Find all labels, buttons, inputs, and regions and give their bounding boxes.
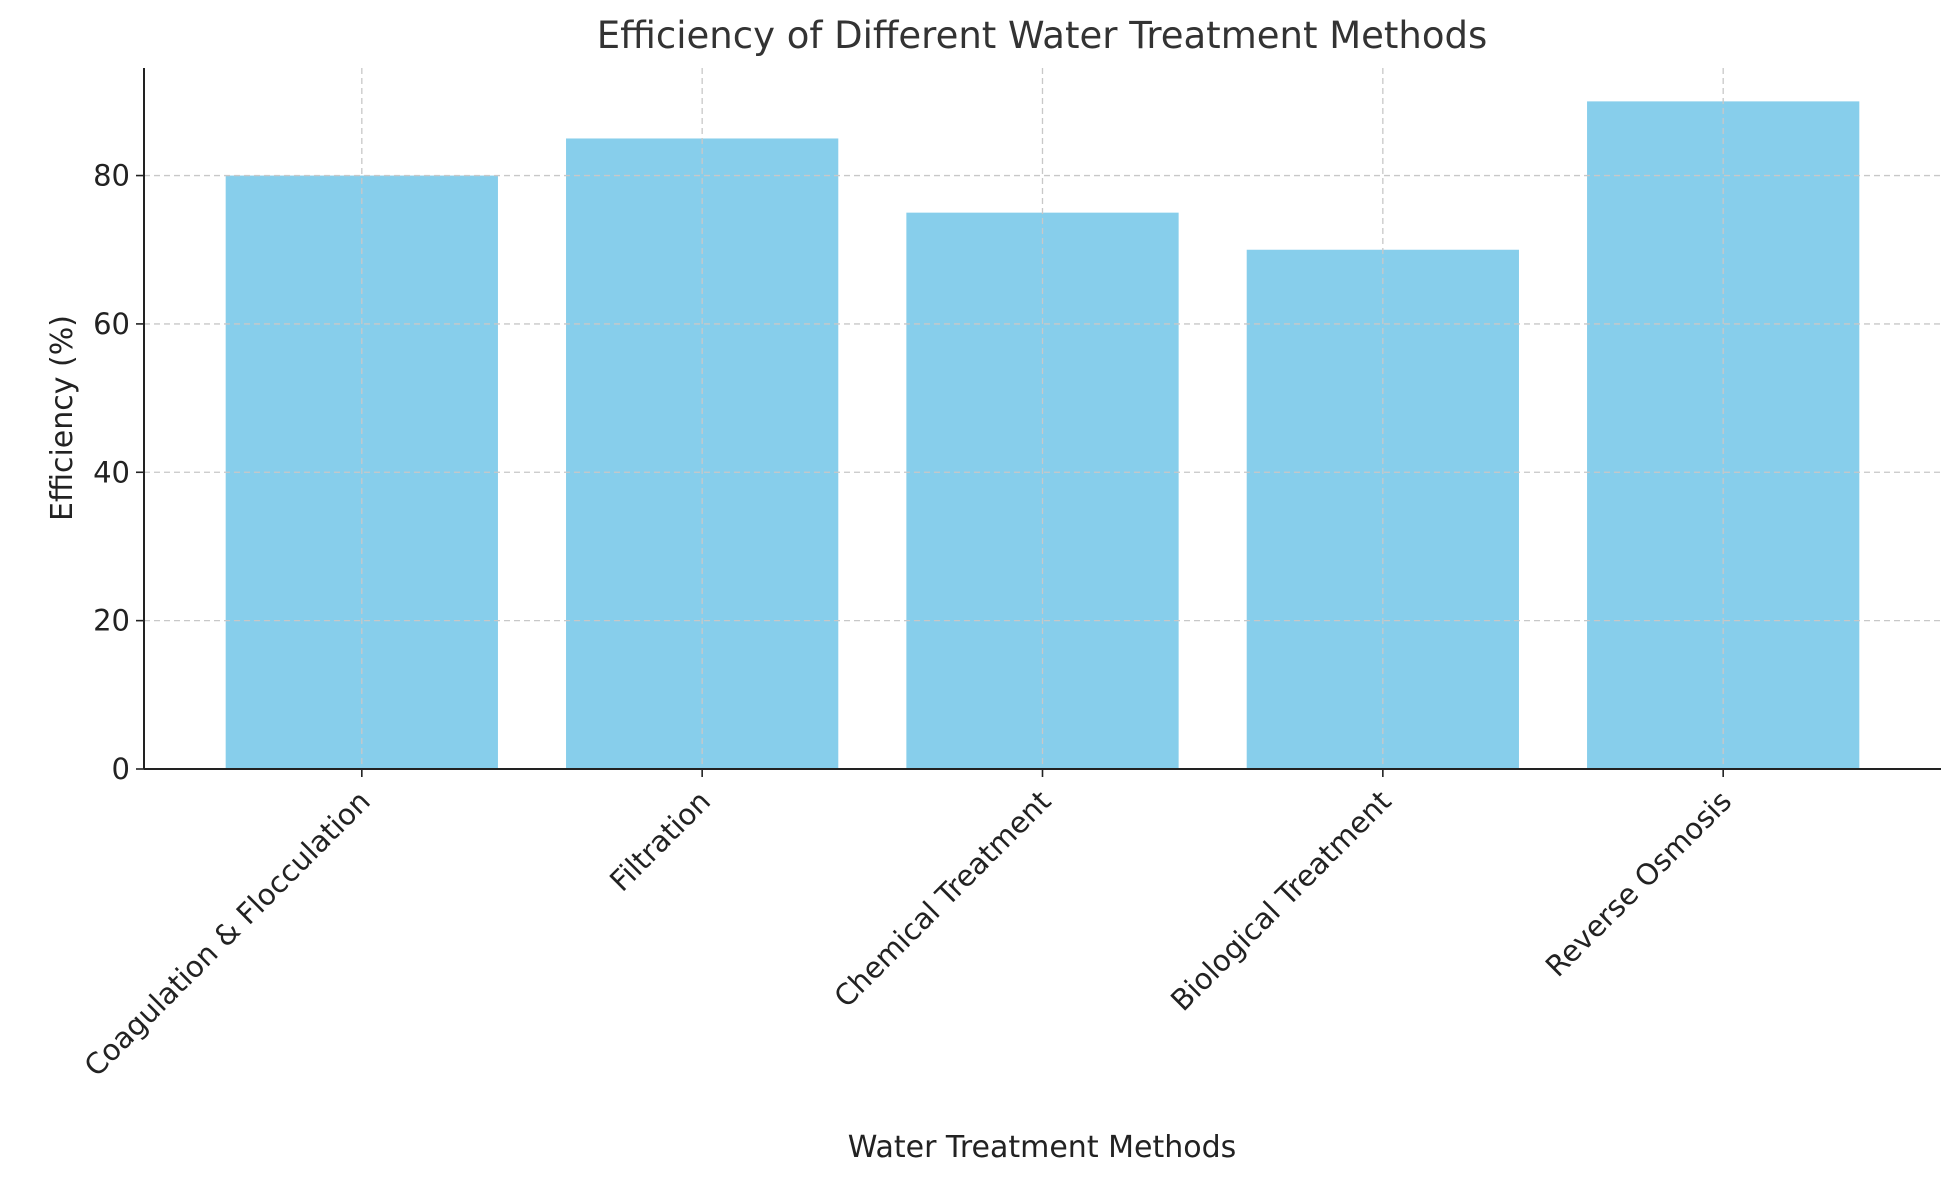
x-tick-label: Coagulation & Flocculation	[78, 784, 377, 1083]
x-axis-label: Water Treatment Methods	[848, 1130, 1237, 1165]
x-tick-label: Filtration	[603, 784, 717, 898]
y-axis-label: Efficiency (%)	[45, 315, 80, 521]
x-tick-label: Reverse Osmosis	[1539, 784, 1738, 983]
x-tick-label: Biological Treatment	[1164, 784, 1398, 1018]
y-tick-label: 80	[93, 159, 130, 193]
y-tick-label: 60	[93, 307, 130, 341]
x-tick-label: Chemical Treatment	[827, 784, 1057, 1014]
y-tick-label: 40	[93, 455, 130, 489]
y-tick-label: 0	[112, 752, 130, 786]
y-tick-label: 20	[93, 604, 130, 638]
chart-title: Efficiency of Different Water Treatment …	[597, 14, 1488, 57]
